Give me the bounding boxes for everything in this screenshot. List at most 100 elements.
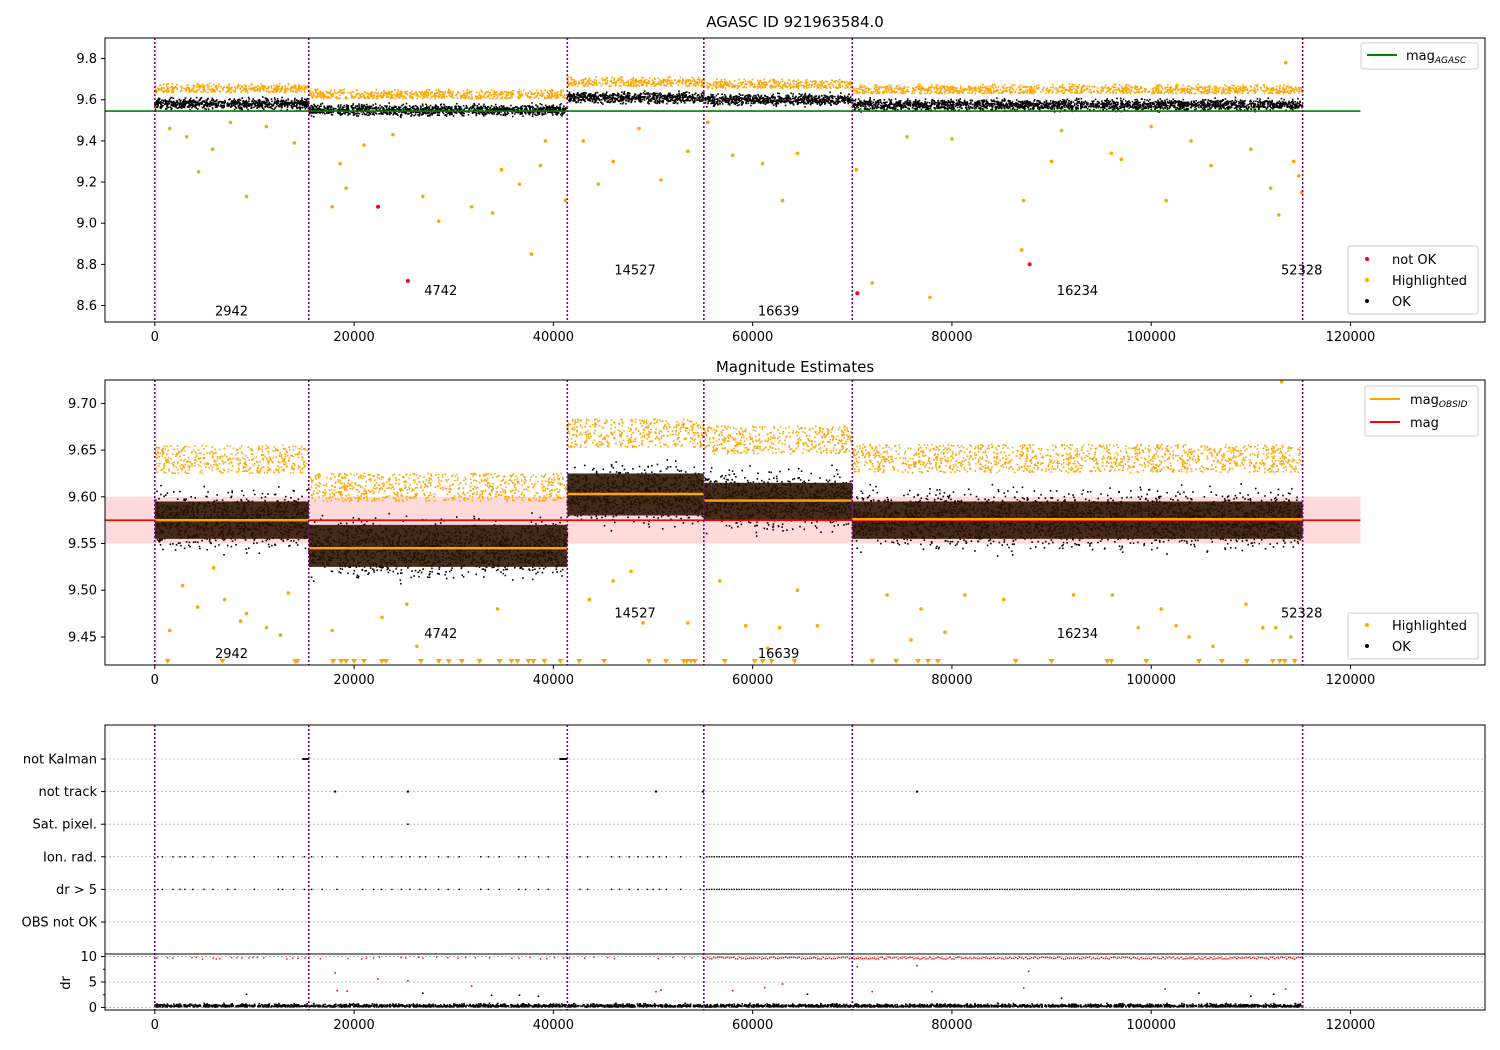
highlighted-point (633, 83, 636, 85)
ok-point (629, 98, 631, 101)
ok-point (422, 109, 425, 111)
highlighted-point (367, 93, 370, 96)
ok-point (848, 101, 850, 104)
ok-point (425, 108, 428, 110)
ok-point (428, 106, 430, 108)
highlighted-point (551, 90, 554, 93)
highlighted-point (652, 81, 654, 84)
highlighted-point (158, 89, 160, 92)
highlighted-point (375, 88, 378, 91)
ok-point (788, 98, 790, 100)
highlighted-point (706, 85, 709, 88)
ok-point (265, 101, 268, 104)
ok-point (375, 108, 378, 111)
ok-point (157, 105, 159, 107)
ok-point (652, 97, 654, 100)
highlighted-point (562, 89, 565, 92)
ok-point (304, 103, 306, 106)
highlighted-point (738, 85, 740, 87)
ok-point (789, 97, 792, 99)
highlighted-point (732, 85, 735, 88)
highlighted-point (722, 86, 724, 89)
highlighted-point (501, 90, 503, 93)
highlighted-point (806, 84, 809, 87)
ok-point (498, 108, 501, 111)
ok-point (301, 99, 304, 102)
ok-point (624, 96, 627, 99)
ok-point (257, 99, 260, 102)
highlighted-point (790, 86, 793, 89)
ok-point (326, 112, 328, 115)
highlighted-point (380, 95, 382, 97)
ok-point (600, 102, 603, 104)
ok-point (478, 106, 480, 109)
ok-point (215, 100, 218, 102)
highlighted-point (220, 85, 222, 88)
ok-point (558, 107, 560, 109)
highlighted-point (355, 94, 357, 97)
highlighted-point (273, 84, 275, 87)
ok-point (255, 101, 258, 103)
ok-point (823, 94, 826, 97)
ok-point (835, 100, 838, 102)
highlighted-point (451, 91, 454, 94)
highlighted-point (344, 97, 347, 100)
ok-point (259, 105, 261, 107)
ok-point (647, 92, 650, 94)
highlighted-point (750, 81, 753, 83)
highlighted-point (167, 87, 169, 90)
ok-point (477, 109, 479, 111)
ok-point (172, 103, 175, 106)
highlighted-point (327, 92, 329, 95)
ok-point (598, 98, 600, 100)
ok-point (319, 112, 321, 114)
highlighted-point (303, 90, 306, 92)
highlighted-point (522, 93, 524, 96)
ok-point (545, 107, 548, 110)
ok-point (757, 95, 760, 98)
highlighted-point (411, 95, 414, 98)
ok-point (466, 106, 468, 109)
highlighted-point (830, 79, 833, 82)
ok-point (463, 108, 465, 111)
highlighted-point (424, 91, 426, 93)
highlighted-point (536, 92, 539, 94)
highlighted-point (533, 97, 536, 99)
ok-point (526, 108, 528, 110)
highlighted-point (760, 81, 763, 84)
ok-point (720, 97, 722, 100)
highlighted-point (508, 96, 510, 99)
highlighted-point (534, 92, 536, 94)
ok-point (642, 92, 645, 94)
ok-point (678, 93, 681, 96)
ok-point (431, 108, 434, 111)
ok-point (210, 99, 213, 101)
ok-point (277, 102, 280, 104)
ok-point (241, 97, 243, 99)
ok-point (312, 112, 314, 114)
highlighted-point (331, 93, 334, 96)
ok-point (393, 109, 395, 111)
highlighted-point (397, 89, 400, 92)
ok-point (490, 105, 493, 107)
ok-point (159, 98, 161, 100)
ok-point (155, 101, 157, 103)
ok-point (448, 105, 451, 108)
highlighted-point (322, 91, 325, 94)
ok-point (203, 101, 206, 103)
ok-point (237, 105, 240, 107)
ok-point (237, 106, 240, 108)
highlighted-point (758, 82, 760, 85)
highlighted-point (439, 93, 441, 96)
highlighted-point (571, 84, 574, 87)
ok-point (472, 106, 475, 109)
highlighted-point (391, 94, 394, 97)
highlighted-point (342, 92, 344, 95)
highlighted-point (666, 80, 669, 83)
ok-point (373, 114, 376, 116)
ok-point (639, 94, 642, 97)
ok-point (750, 100, 753, 102)
highlighted-point (689, 81, 692, 84)
highlighted-point (642, 80, 645, 83)
ok-point (372, 107, 374, 110)
